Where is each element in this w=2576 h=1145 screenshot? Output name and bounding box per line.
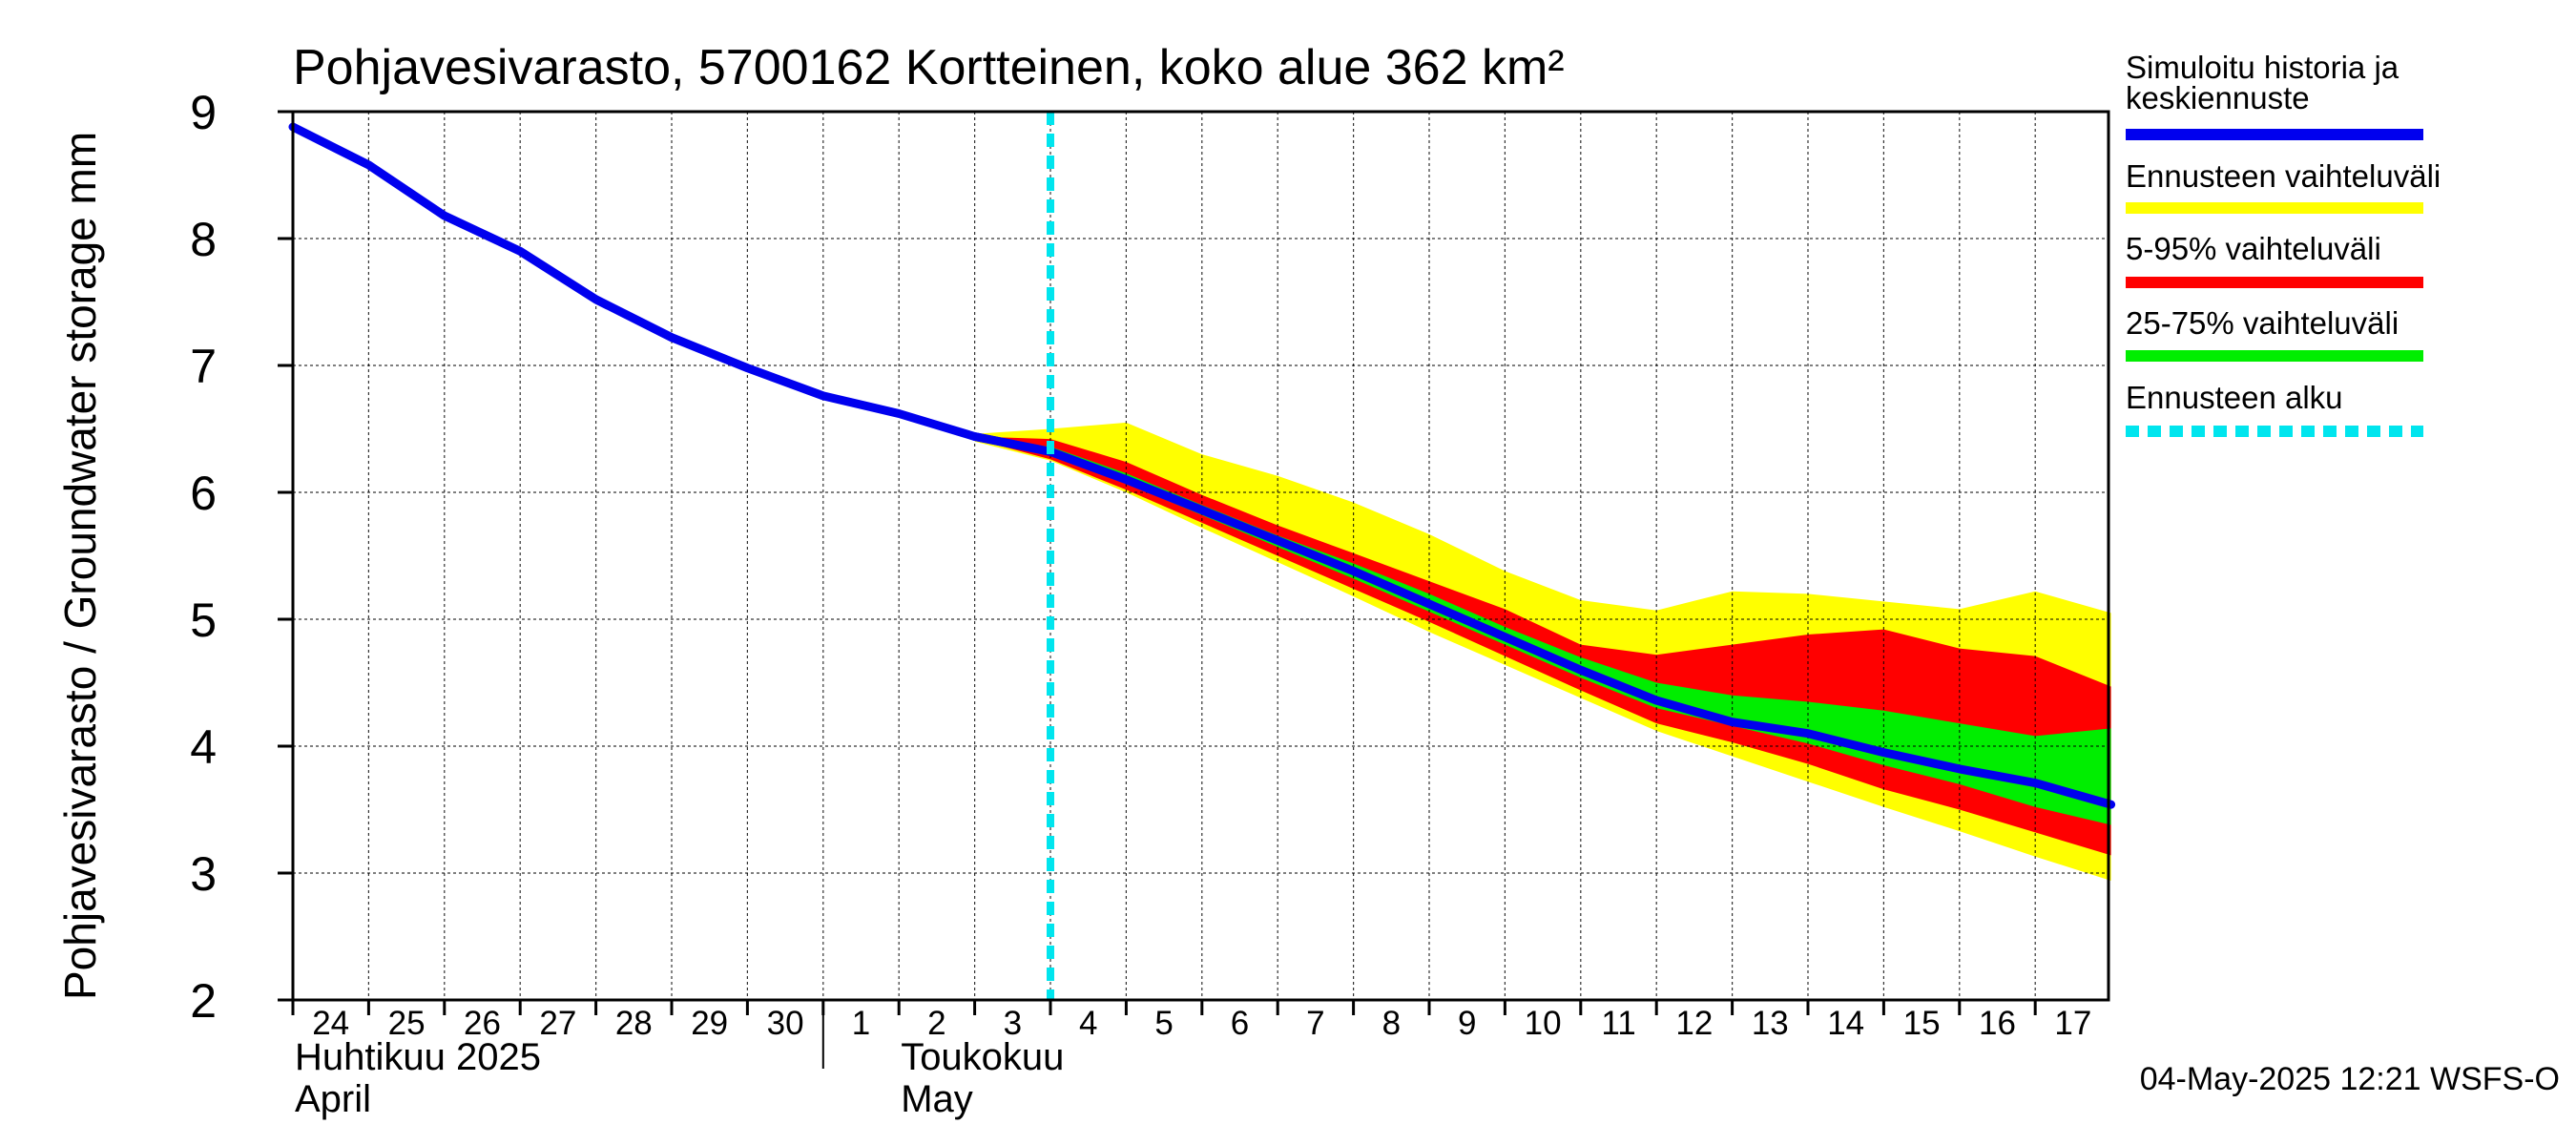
month-label-en-1: April (295, 1078, 371, 1120)
median-forecast-line (970, 432, 2116, 809)
legend-label-2-line-1: Ennusteen vaihteluväli (2126, 158, 2441, 194)
x-tick-label-10: 10 (1525, 1005, 1562, 1042)
x-tick-label-6: 6 (1231, 1005, 1249, 1042)
y-tick-label-9: 9 (190, 86, 217, 139)
timestamp: 04-May-2025 12:21 WSFS-O (2140, 1061, 2560, 1097)
plot-frame (291, 110, 2110, 1002)
y-tick-label-2: 2 (190, 974, 217, 1028)
x-tick-label-24: 24 (312, 1005, 349, 1042)
x-tick-label-16: 16 (1979, 1005, 2016, 1042)
x-tick-label-14: 14 (1827, 1005, 1864, 1042)
y-tick-label-4: 4 (190, 720, 217, 774)
chart-title: Pohjavesivarasto, 5700162 Kortteinen, ko… (293, 40, 1565, 95)
legend-label-1-line-1: Simuloitu historia ja (2126, 50, 2399, 85)
x-tick-label-26: 26 (464, 1005, 501, 1042)
y-tick-label-7: 7 (190, 340, 217, 393)
y-ticks: 2 3 4 5 6 7 8 9 (190, 86, 293, 1028)
x-tick-label-29: 29 (691, 1005, 728, 1042)
x-tick-label-3: 3 (1004, 1005, 1022, 1042)
y-tick-label-3: 3 (190, 847, 217, 901)
legend-label-4-line-1: 25-75% vaihteluväli (2126, 305, 2399, 341)
x-tick-label-1: 1 (852, 1005, 870, 1042)
x-tick-label-5: 5 (1154, 1005, 1173, 1042)
x-ticks: 24 25 26 27 28 29 30 1 2 3 4 5 6 7 8 9 10 11 12 13 14 15 16 17 (291, 1000, 2091, 1042)
history-line (288, 122, 1055, 456)
series-lines (288, 112, 2116, 1000)
x-tick-label-4: 4 (1079, 1005, 1097, 1042)
month-label-fi-2: Toukokuu (901, 1036, 1064, 1078)
legend-label-1-line-2: keskiennuste (2126, 80, 2310, 115)
x-tick-label-7: 7 (1306, 1005, 1324, 1042)
x-tick-label-15: 15 (1903, 1005, 1941, 1042)
month-label-fi-1: Huhtikuu 2025 (295, 1036, 541, 1078)
x-tick-label-11: 11 (1601, 1005, 1635, 1042)
y-axis-label: Pohjavesivarasto / Groundwater storage m… (55, 132, 105, 1000)
x-tick-label-25: 25 (388, 1005, 426, 1042)
x-tick-label-28: 28 (615, 1005, 653, 1042)
grid-lines (293, 112, 2109, 1000)
month-label-en-2: May (901, 1078, 973, 1120)
y-tick-label-8: 8 (190, 213, 217, 266)
x-tick-label-27: 27 (539, 1005, 576, 1042)
x-tick-label-8: 8 (1382, 1005, 1401, 1042)
x-tick-label-13: 13 (1752, 1005, 1789, 1042)
y-tick-label-5: 5 (190, 593, 217, 647)
x-tick-label-30: 30 (767, 1005, 804, 1042)
legend-label-5-line-1: Ennusteen alku (2126, 380, 2343, 415)
x-tick-label-17: 17 (2054, 1005, 2091, 1042)
x-tick-label-12: 12 (1675, 1005, 1713, 1042)
x-tick-label-2: 2 (927, 1005, 945, 1042)
y-tick-label-6: 6 (190, 467, 217, 520)
legend-label-3-line-1: 5-95% vaihteluväli (2126, 231, 2381, 266)
x-tick-label-9: 9 (1458, 1005, 1476, 1042)
